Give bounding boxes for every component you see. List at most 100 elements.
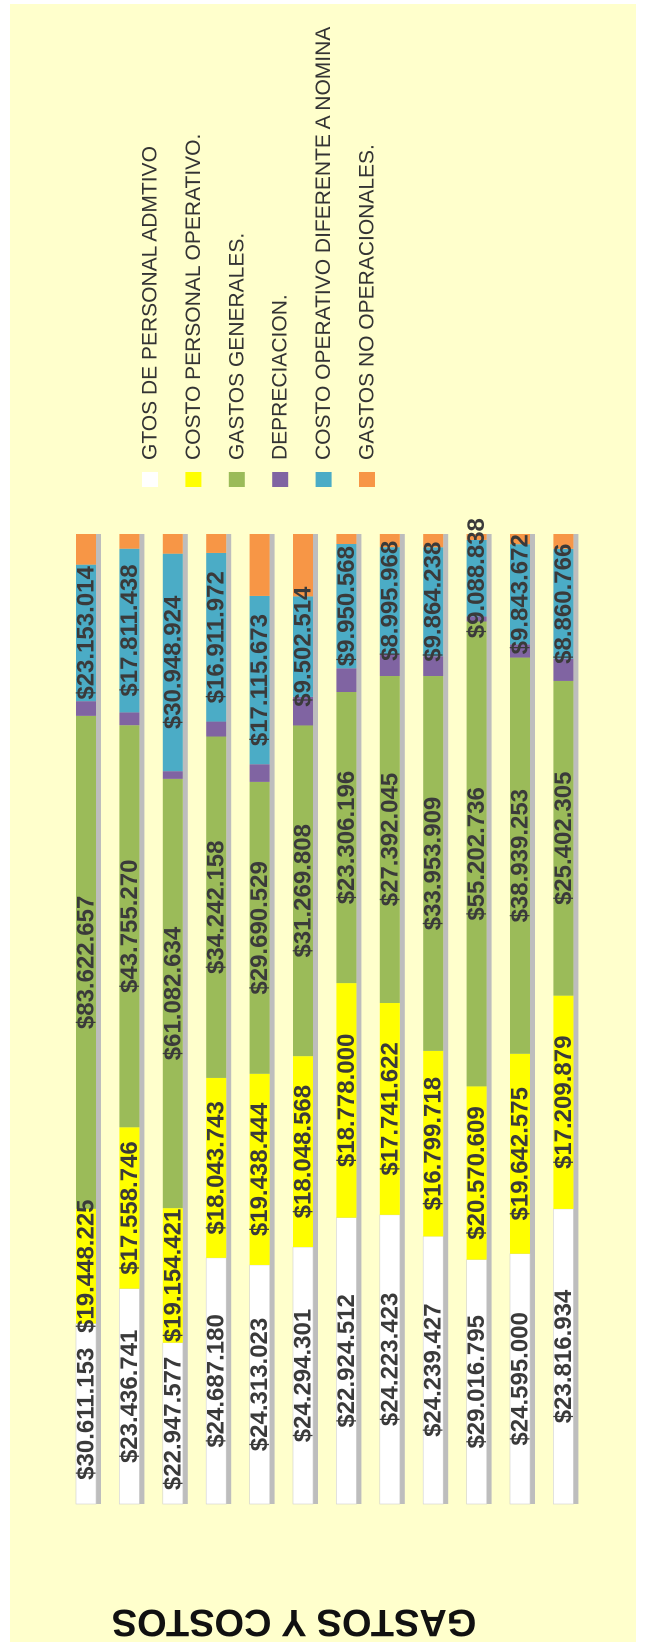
bar-segment-2-4 xyxy=(249,781,270,1074)
bar-segment-5-9 xyxy=(466,534,487,540)
legend: GTOS DE PERSONAL ADMTIVO COSTO PERSONAL O… xyxy=(139,27,379,487)
bar-segment-3-9 xyxy=(466,616,487,622)
bar-segment-5-2 xyxy=(162,534,183,554)
bar-segment-1-5 xyxy=(293,1056,313,1248)
data-label-4-9: $9.088.838 xyxy=(463,518,490,638)
data-label-1-6: $18.778.000 xyxy=(333,1034,360,1167)
data-label-2-5: $31.269.808 xyxy=(290,824,317,957)
data-label-0-1: $23.436.741 xyxy=(116,1330,143,1463)
data-label-2-7: $27.392.045 xyxy=(376,773,403,906)
bar-segment-2-2 xyxy=(162,778,183,1209)
data-label-1-9: $20.570.609 xyxy=(463,1106,490,1239)
bar-segment-3-11 xyxy=(553,658,574,681)
bar-side-5 xyxy=(313,534,318,1504)
bar-segment-3-8 xyxy=(423,656,444,677)
legend-label-0: GTOS DE PERSONAL ADMTIVO xyxy=(139,146,162,460)
data-label-2-10: $38.939.253 xyxy=(507,789,534,922)
bar-segment-1-9 xyxy=(466,1086,487,1260)
bar-segment-2-8 xyxy=(423,676,444,1051)
bar-segment-1-7 xyxy=(379,1003,400,1215)
bar-segment-0-4 xyxy=(249,1264,270,1505)
bar-segment-0-0 xyxy=(75,1323,97,1505)
bar-segment-5-5 xyxy=(293,534,313,597)
bar-segment-0-8 xyxy=(422,1236,444,1505)
data-label-2-4: $29.690.529 xyxy=(246,861,273,994)
bar-side-6 xyxy=(356,534,362,1504)
legend-swatch-0 xyxy=(142,472,158,487)
bar-side-3 xyxy=(226,534,232,1504)
bar-segment-2-6 xyxy=(336,692,357,984)
bars-layer xyxy=(75,534,579,1505)
data-label-4-7: $8.995.968 xyxy=(376,541,403,661)
bar-segment-3-1 xyxy=(119,712,140,726)
legend-swatch-5 xyxy=(359,472,375,487)
data-label-2-8: $33.953.909 xyxy=(420,797,447,930)
bar-segment-3-5 xyxy=(293,696,313,726)
bar-segment-3-3 xyxy=(206,721,227,737)
data-label-4-8: $9.864.238 xyxy=(420,542,447,662)
data-label-1-5: $18.048.568 xyxy=(290,1085,317,1218)
data-label-2-3: $34.242.158 xyxy=(203,840,230,973)
data-label-2-11: $25.402.305 xyxy=(550,772,577,905)
data-label-2-9: $55.202.736 xyxy=(463,787,490,920)
bar-side-2 xyxy=(182,534,188,1504)
bar-segment-5-3 xyxy=(206,534,227,553)
bar-side-11 xyxy=(573,534,579,1504)
data-label-4-0: $23.153.014 xyxy=(73,566,100,700)
bar-segment-2-10 xyxy=(510,657,530,1054)
bar-segment-5-10 xyxy=(510,534,530,545)
legend-swatch-4 xyxy=(315,472,332,487)
bar-segment-2-0 xyxy=(76,715,96,1209)
data-label-4-4: $17.115.673 xyxy=(246,614,273,746)
value-labels-layer: $30.611.153 $19.448.225 $83.622.657 $23.153… xyxy=(73,518,577,1490)
data-label-1-8: $16.799.718 xyxy=(420,1077,447,1210)
data-label-1-7: $17.741.622 xyxy=(376,1042,403,1175)
bar-segment-5-0 xyxy=(76,534,96,565)
data-label-0-9: $29.016.795 xyxy=(463,1315,490,1448)
data-label-0-4: $24.313.023 xyxy=(246,1318,273,1451)
data-label-4-5: $9.502.514 xyxy=(290,586,317,707)
legend-label-4: COSTO OPERATIVO DIFERENTE A NOMINA xyxy=(312,27,335,460)
bar-segment-1-4 xyxy=(249,1073,270,1265)
bar-segment-4-8 xyxy=(423,547,444,657)
bar-segment-2-9 xyxy=(466,621,487,1087)
data-label-4-2: $30.948.924 xyxy=(159,595,186,729)
bar-segment-4-9 xyxy=(466,539,487,617)
data-label-0-6: $22.924.512 xyxy=(333,1294,360,1427)
bar-side-10 xyxy=(530,534,535,1504)
bar-segment-3-10 xyxy=(510,644,530,658)
bar-side-8 xyxy=(443,534,449,1504)
bar-segment-5-8 xyxy=(423,534,444,548)
bar-side-0 xyxy=(96,534,101,1504)
data-label-4-6: $9.950.568 xyxy=(333,546,360,666)
data-label-1-11: $17.209.879 xyxy=(550,1036,577,1169)
data-label-1-10: $19.642.575 xyxy=(507,1087,534,1220)
bar-segment-1-11 xyxy=(553,995,574,1209)
data-label-1-4: $19.438.444 xyxy=(246,1102,273,1236)
bar-segment-3-4 xyxy=(249,764,270,782)
bar-side-4 xyxy=(269,534,275,1504)
data-label-1-2: $19.154.421 xyxy=(159,1209,186,1342)
legend-label-5: GASTOS NO OPERACIONALES. xyxy=(356,144,379,460)
bar-segment-5-11 xyxy=(553,534,574,549)
bar-segment-3-7 xyxy=(379,654,400,677)
legend-swatch-3 xyxy=(272,472,289,487)
bar-segment-4-2 xyxy=(162,553,183,772)
legend-swatch-2 xyxy=(228,472,245,487)
bar-segment-2-1 xyxy=(119,725,140,1128)
bar-segment-1-10 xyxy=(510,1053,530,1254)
bar-segment-3-2 xyxy=(162,771,183,779)
chart-area: $30.611.153 $19.448.225 $83.622.657 $23.153… xyxy=(10,4,636,1642)
data-label-0-0: $30.611.153 xyxy=(73,1348,100,1480)
legend-label-1: COSTO PERSONAL OPERATIVO. xyxy=(182,134,205,460)
data-label-4-10: $9.843.672 xyxy=(507,534,534,654)
bar-segment-4-11 xyxy=(553,548,574,659)
chart-title: GASTOS Y COSTOS xyxy=(112,1601,477,1642)
bar-side-7 xyxy=(399,534,405,1504)
bar-segment-2-5 xyxy=(293,725,313,1057)
bar-segment-1-6 xyxy=(336,983,357,1218)
bar-segment-4-6 xyxy=(336,543,357,669)
bar-segment-1-2 xyxy=(162,1208,183,1343)
data-label-4-1: $17.811.438 xyxy=(116,564,143,696)
data-label-4-3: $16.911.972 xyxy=(203,571,230,703)
